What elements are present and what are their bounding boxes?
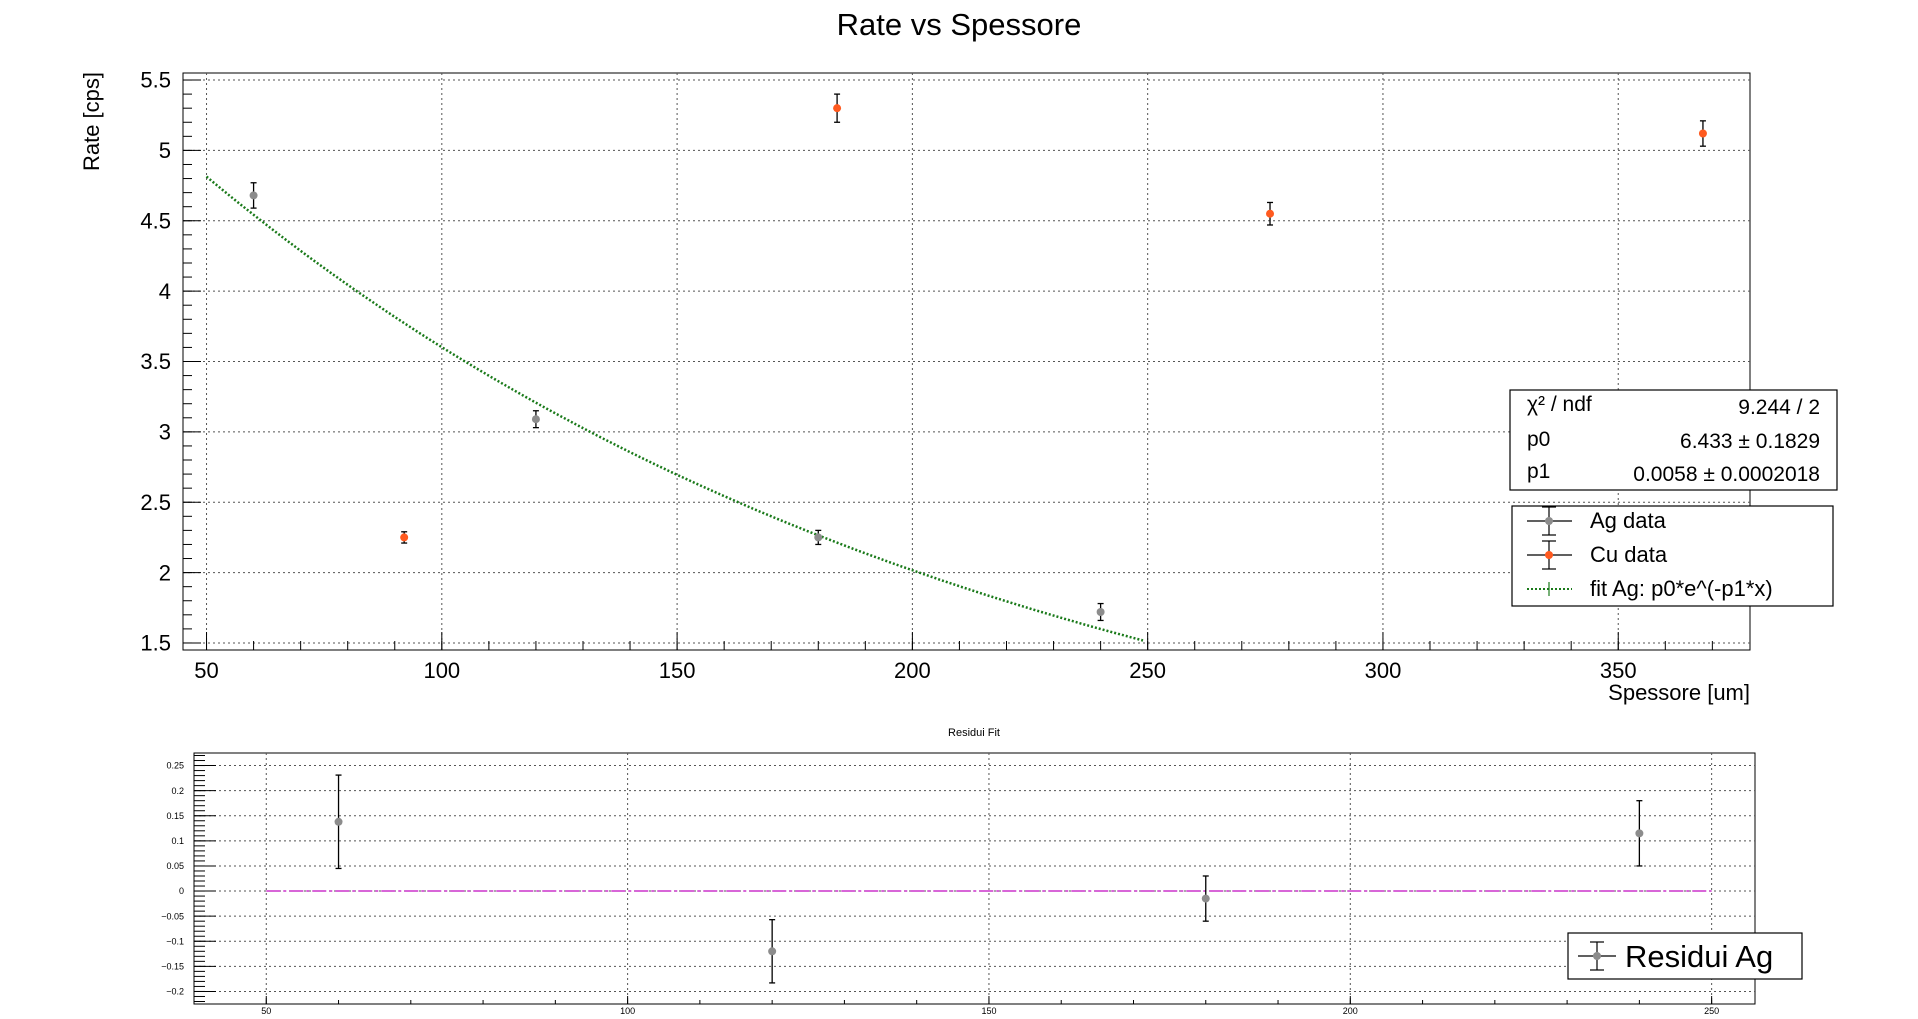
stats-label-p1: p1: [1527, 460, 1550, 483]
legend-label-ag: Ag data: [1590, 508, 1667, 533]
residual-data-points: [334, 774, 1644, 984]
y-tick-label: 0.05: [166, 861, 184, 871]
y-tick-label: 4.5: [140, 208, 171, 233]
point-marker: [334, 817, 343, 826]
data-point: [400, 531, 409, 544]
legend-swatch-residui: [1578, 941, 1616, 971]
point-marker: [814, 533, 823, 542]
data-point: [249, 182, 258, 209]
residual-legend: Residui Ag: [1567, 932, 1803, 980]
point-marker: [531, 415, 540, 424]
x-tick-label: 200: [894, 658, 931, 683]
main-grid: [183, 73, 1750, 650]
y-tick-label: 1.5: [140, 631, 171, 656]
y-tick-label: 0.1: [171, 836, 184, 846]
data-point: [1096, 602, 1105, 622]
point-marker: [1096, 608, 1105, 617]
stats-value-p0: 6.433 ± 0.1829: [1680, 430, 1820, 453]
y-tick-label: 3.5: [140, 349, 171, 374]
data-point: [833, 93, 842, 123]
y-tick-label: 0.2: [171, 786, 184, 796]
main-axis-ticks: 50 100 150 200 250 300 350 1.5 2 2.5 3 3.5 4 4.5 5 5.5: [140, 68, 1713, 683]
stats-label-p0: p0: [1527, 428, 1550, 451]
stats-value-p1: 0.0058 ± 0.0002018: [1633, 463, 1820, 486]
main-data-points: [249, 93, 1707, 622]
data-point: [334, 774, 343, 870]
point-marker: [1266, 209, 1275, 218]
residual-axis-ticks: 50 100 150 200 250 −0.2 −0.15 −0.1 −0.05 0 0.05 0.1…: [161, 755, 1719, 1016]
y-tick-label: 2.5: [140, 490, 171, 515]
data-point: [1201, 875, 1210, 922]
data-point: [1698, 120, 1707, 147]
y-tick-label: 4: [159, 279, 171, 304]
y-tick-label: −0.2: [166, 987, 184, 997]
fit-stats-box: χ² / ndf 9.244 / 2 p0 6.433 ± 0.1829 p1 …: [1509, 389, 1838, 491]
residual-chart-title: Residui Fit: [948, 727, 1000, 739]
x-tick-label: 100: [423, 658, 460, 683]
legend-swatch-cu: [1527, 540, 1572, 570]
x-tick-label: 100: [620, 1006, 635, 1016]
data-point: [814, 529, 823, 546]
y-tick-label: 0.15: [166, 811, 184, 821]
main-y-axis-label: Rate [cps]: [79, 72, 104, 171]
stats-value-chi2: 9.244 / 2: [1738, 396, 1820, 419]
legend-swatch-ag: [1527, 506, 1572, 536]
x-tick-label: 350: [1600, 658, 1637, 683]
residual-grid: [194, 753, 1755, 1004]
x-tick-label: 50: [261, 1006, 271, 1016]
x-tick-label: 250: [1129, 658, 1166, 683]
y-tick-label: −0.15: [161, 962, 184, 972]
x-tick-label: 250: [1704, 1006, 1719, 1016]
point-marker: [768, 947, 777, 956]
x-tick-label: 300: [1365, 658, 1402, 683]
data-point: [531, 410, 540, 429]
fit-curve-line: [205, 175, 1144, 642]
x-tick-label: 200: [1343, 1006, 1358, 1016]
point-marker: [833, 104, 842, 113]
main-plot: 50 100 150 200 250 300 3501.522.533.544.555.5 …: [79, 68, 1751, 705]
legend-label-cu: Cu data: [1590, 542, 1668, 567]
point-marker: [400, 533, 409, 542]
y-tick-label: 2: [159, 560, 171, 585]
y-tick-label: 3: [159, 420, 171, 445]
y-tick-label: 0.25: [166, 761, 184, 771]
point-marker: [1635, 829, 1644, 838]
main-x-axis-label: Spessore [um]: [1608, 680, 1750, 705]
data-point: [1266, 201, 1275, 226]
main-legend-frame: [1511, 505, 1834, 607]
y-tick-label: −0.05: [161, 911, 184, 921]
point-marker: [1698, 129, 1707, 138]
data-point: [1635, 800, 1644, 867]
fit-stats-frame: [1509, 389, 1838, 491]
data-point: [768, 919, 777, 984]
stats-label-chi2: χ² / ndf: [1527, 393, 1592, 416]
residual-plot-frame: [193, 752, 1756, 1005]
legend-label-fit: fit Ag: p0*e^(-p1*x): [1590, 576, 1773, 601]
legend-swatch-fit: [1527, 582, 1572, 596]
y-tick-label: 5.5: [140, 68, 171, 93]
main-chart-title: Rate vs Spessore: [837, 7, 1082, 42]
y-tick-label: −0.1: [166, 936, 184, 946]
point-marker: [1201, 894, 1210, 903]
y-tick-label: 5: [159, 138, 171, 163]
x-tick-label: 150: [659, 658, 696, 683]
main-legend: Ag data Cu data fit Ag: p0*e^(-p1*x): [1511, 505, 1834, 607]
point-marker: [249, 191, 258, 200]
x-tick-label: 50: [194, 658, 218, 683]
x-tick-label: 150: [981, 1006, 996, 1016]
legend-label-residui: Residui Ag: [1625, 939, 1773, 974]
y-tick-label: 0: [179, 886, 184, 896]
residual-plot: 50 100 150 200 250 −0.2 −0.15 −0.1 −0.05 0 0.05 0.1…: [161, 752, 1756, 1016]
fit-curve: [205, 175, 1144, 642]
